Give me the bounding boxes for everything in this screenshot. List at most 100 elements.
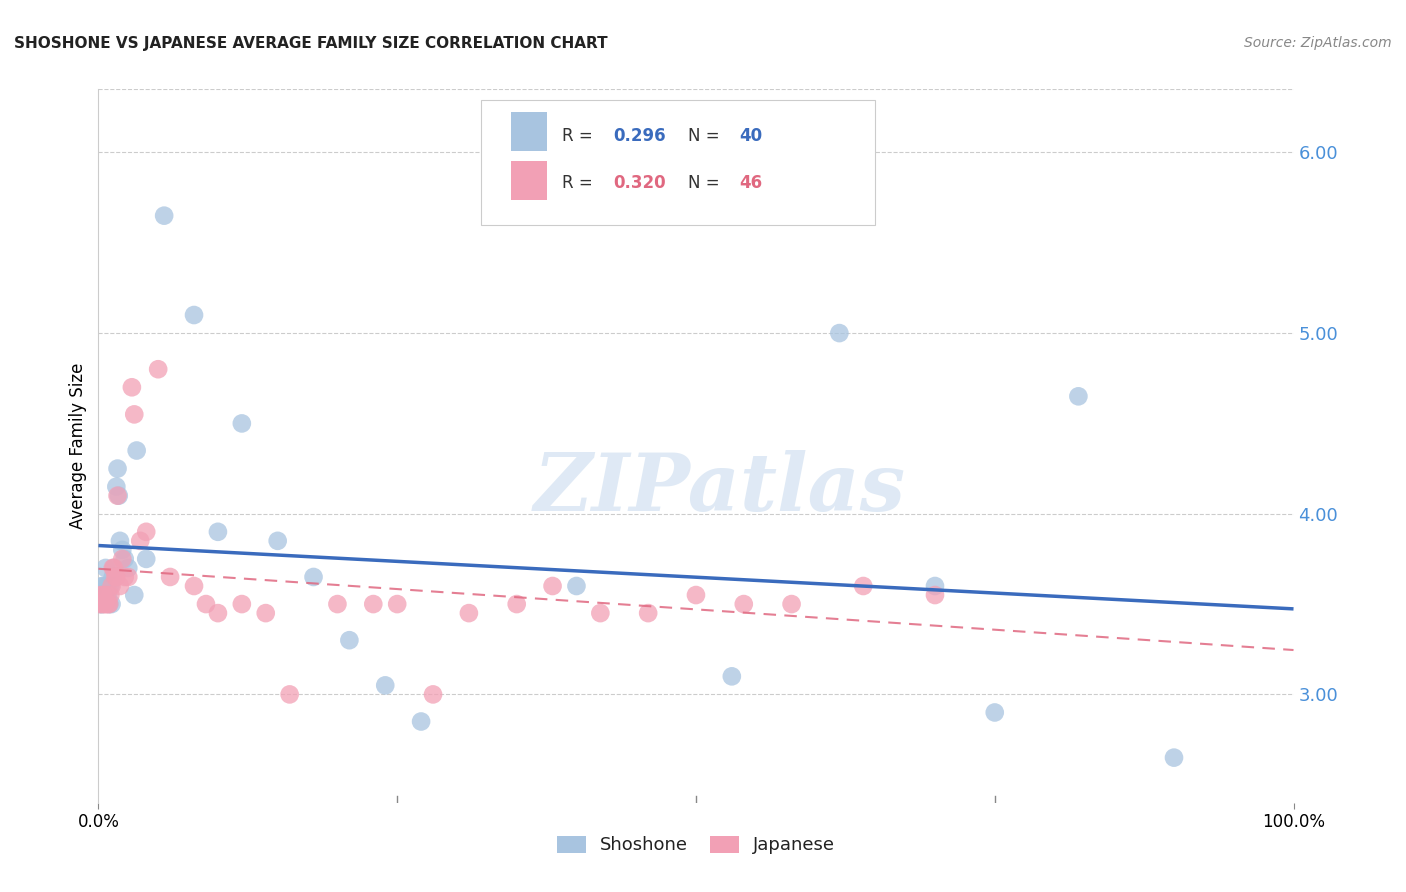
FancyBboxPatch shape bbox=[481, 100, 876, 225]
Point bbox=[98, 597, 121, 611]
Text: N =: N = bbox=[688, 127, 724, 145]
Point bbox=[107, 489, 129, 503]
Point bbox=[100, 597, 122, 611]
Point bbox=[278, 687, 301, 701]
Point bbox=[780, 597, 803, 611]
Point bbox=[104, 570, 127, 584]
Point bbox=[124, 408, 146, 422]
Point bbox=[107, 489, 129, 503]
Point bbox=[91, 579, 114, 593]
Bar bbox=[510, 161, 547, 200]
Point bbox=[195, 597, 218, 611]
Point bbox=[94, 597, 117, 611]
Point bbox=[96, 588, 118, 602]
Point bbox=[135, 524, 157, 539]
Point bbox=[589, 606, 612, 620]
Text: 0.296: 0.296 bbox=[613, 127, 666, 145]
Legend: Shoshone, Japanese: Shoshone, Japanese bbox=[550, 829, 842, 862]
Point bbox=[89, 588, 111, 602]
Point bbox=[89, 597, 111, 611]
Point bbox=[422, 687, 444, 701]
Point bbox=[458, 606, 481, 620]
Text: 0.320: 0.320 bbox=[613, 175, 666, 193]
Point bbox=[565, 579, 588, 593]
Point bbox=[105, 570, 128, 584]
Point bbox=[153, 209, 176, 223]
Point bbox=[183, 579, 205, 593]
Point bbox=[254, 606, 277, 620]
Point bbox=[637, 606, 659, 620]
Point bbox=[97, 588, 120, 602]
Text: 40: 40 bbox=[740, 127, 762, 145]
Point bbox=[94, 561, 117, 575]
Point bbox=[984, 706, 1007, 720]
Point bbox=[90, 588, 112, 602]
Point bbox=[183, 308, 205, 322]
Point bbox=[733, 597, 755, 611]
Point bbox=[374, 678, 396, 692]
Point bbox=[114, 570, 136, 584]
Point bbox=[91, 597, 114, 611]
Point bbox=[159, 570, 181, 584]
Point bbox=[103, 561, 125, 575]
Point bbox=[207, 524, 229, 539]
Text: R =: R = bbox=[562, 127, 598, 145]
Y-axis label: Average Family Size: Average Family Size bbox=[69, 363, 87, 529]
Point bbox=[207, 606, 229, 620]
Point bbox=[91, 597, 114, 611]
Text: 46: 46 bbox=[740, 175, 762, 193]
Point bbox=[107, 461, 129, 475]
Point bbox=[90, 597, 112, 611]
Text: N =: N = bbox=[688, 175, 724, 193]
Point bbox=[100, 579, 122, 593]
Point bbox=[326, 597, 349, 611]
Point bbox=[103, 561, 125, 575]
Point bbox=[98, 597, 121, 611]
Point bbox=[721, 669, 744, 683]
Point bbox=[101, 561, 124, 575]
Text: R =: R = bbox=[562, 175, 598, 193]
Point bbox=[148, 362, 170, 376]
Point bbox=[117, 570, 139, 584]
Point bbox=[135, 552, 157, 566]
Text: SHOSHONE VS JAPANESE AVERAGE FAMILY SIZE CORRELATION CHART: SHOSHONE VS JAPANESE AVERAGE FAMILY SIZE… bbox=[14, 36, 607, 51]
Point bbox=[108, 579, 131, 593]
Point bbox=[541, 579, 564, 593]
Point bbox=[125, 443, 148, 458]
Point bbox=[121, 380, 143, 394]
Point bbox=[96, 579, 118, 593]
Point bbox=[231, 597, 253, 611]
Point bbox=[302, 570, 325, 584]
Point bbox=[1163, 750, 1185, 764]
Point bbox=[117, 561, 139, 575]
Point bbox=[105, 480, 128, 494]
Point bbox=[1067, 389, 1090, 403]
Point bbox=[114, 552, 136, 566]
Text: ZIPatlas: ZIPatlas bbox=[534, 450, 905, 527]
Point bbox=[924, 588, 946, 602]
Point bbox=[685, 588, 707, 602]
Text: Source: ZipAtlas.com: Source: ZipAtlas.com bbox=[1244, 36, 1392, 50]
Bar bbox=[510, 112, 547, 152]
Point bbox=[385, 597, 409, 611]
Point bbox=[124, 588, 146, 602]
Point bbox=[339, 633, 361, 648]
Point bbox=[93, 588, 115, 602]
Point bbox=[97, 597, 120, 611]
Point bbox=[91, 579, 114, 593]
Point bbox=[101, 570, 124, 584]
Point bbox=[98, 579, 122, 593]
Point bbox=[98, 588, 122, 602]
Point bbox=[363, 597, 385, 611]
Point bbox=[231, 417, 253, 431]
Point bbox=[828, 326, 851, 340]
Point bbox=[91, 588, 114, 602]
Point bbox=[506, 597, 529, 611]
Point bbox=[111, 542, 134, 557]
Point bbox=[267, 533, 290, 548]
Point bbox=[111, 552, 134, 566]
Point bbox=[411, 714, 433, 729]
Point bbox=[129, 533, 152, 548]
Point bbox=[93, 597, 115, 611]
Point bbox=[852, 579, 875, 593]
